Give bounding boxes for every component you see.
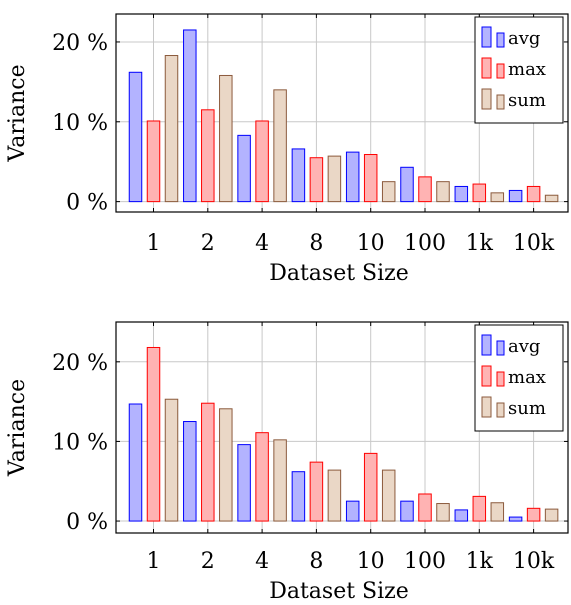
bar-avg-10 — [345, 500, 360, 522]
x-tick-label: 2 — [201, 549, 215, 574]
y-axis-label: Variance — [5, 64, 30, 162]
y-tick-label: 20 % — [52, 351, 108, 376]
x-tick-label: 10k — [513, 231, 555, 256]
bar-sum-1 — [164, 55, 179, 203]
legend: avg max sum — [474, 16, 564, 124]
bar-avg-10 — [345, 151, 360, 203]
y-tick-label: 0 % — [66, 510, 108, 535]
plot-frame — [115, 13, 569, 213]
bar-sum-10 — [381, 181, 396, 203]
legend-swatch-avg — [496, 32, 505, 48]
bar-sum-10k — [544, 194, 559, 203]
legend-swatch-sum — [496, 402, 505, 418]
bar-max-4 — [255, 432, 269, 522]
bar-max-10k — [526, 507, 541, 522]
y-axis-label: Variance — [5, 379, 30, 477]
x-tick-label: 1 — [147, 549, 161, 574]
bar-avg-10k — [508, 189, 523, 203]
bar-avg-100 — [400, 500, 414, 522]
y-tick-label: 0 % — [66, 191, 108, 216]
bar-avg-1k — [454, 509, 469, 522]
x-axis-label: Dataset Size — [269, 261, 409, 286]
bar-sum-1k — [490, 502, 505, 522]
bar-max-10 — [363, 452, 378, 522]
y-tick-label: 10 % — [52, 111, 108, 136]
bar-avg-4 — [237, 134, 251, 203]
bar-sum-4 — [273, 89, 287, 203]
bar-sum-1k — [490, 192, 505, 203]
bar-max-8 — [309, 461, 324, 522]
x-tick-label: 1k — [466, 231, 494, 256]
bar-sum-100 — [436, 181, 450, 203]
bar-max-1k — [472, 183, 487, 203]
x-tick-label: 8 — [309, 231, 323, 256]
bar-sum-2 — [219, 74, 233, 203]
legend-swatch-sum — [496, 94, 505, 110]
bar-avg-10k — [508, 516, 523, 522]
bar-sum-1 — [164, 398, 179, 522]
x-tick-label: 10k — [513, 549, 555, 574]
legend-swatch-sum — [481, 396, 492, 418]
bar-avg-100 — [400, 166, 414, 203]
legend-swatch-avg — [481, 334, 492, 356]
bar-sum-10k — [544, 508, 559, 522]
legend-label-avg: avg — [508, 28, 540, 49]
legend-swatch-sum — [481, 88, 492, 110]
legend-swatch-max — [496, 371, 505, 387]
y-tick-label: 10 % — [52, 430, 108, 455]
x-tick-label: 4 — [255, 549, 269, 574]
bar-max-4 — [255, 120, 269, 203]
bar-max-10k — [526, 185, 541, 203]
bar-max-1 — [146, 346, 161, 522]
legend: avg max sum — [474, 324, 564, 432]
x-tick-label: 1 — [147, 231, 161, 256]
bar-max-100 — [418, 493, 432, 522]
bar-avg-1 — [128, 71, 143, 203]
legend-swatch-max — [481, 365, 492, 387]
legend-label-max: max — [508, 59, 546, 80]
x-tick-label: 10 — [357, 231, 385, 256]
x-tick-label: 100 — [404, 549, 446, 574]
chart-panel-2: 1 2 4 8 10 100 1k 10k 0 % 10 % 20 % Dataset Size Var… — [5, 321, 569, 604]
bar-avg-4 — [237, 444, 251, 522]
legend-label-avg: avg — [508, 336, 540, 357]
bar-sum-8 — [327, 155, 342, 203]
x-tick-label: 1k — [466, 549, 494, 574]
legend-swatch-max — [481, 57, 492, 79]
bar-sum-100 — [436, 503, 450, 522]
bar-avg-1 — [128, 403, 143, 522]
bar-sum-4 — [273, 439, 287, 522]
bar-max-100 — [418, 176, 432, 203]
legend-swatch-avg — [496, 340, 505, 356]
x-tick-label: 10 — [357, 549, 385, 574]
bar-max-1k — [472, 495, 487, 522]
plot-frame — [115, 321, 569, 534]
y-tick-label: 20 % — [52, 31, 108, 56]
bar-avg-8 — [291, 148, 306, 203]
bar-max-2 — [201, 402, 215, 522]
bar-max-10 — [363, 154, 378, 203]
bar-avg-1k — [454, 185, 469, 203]
bar-avg-2 — [183, 421, 197, 522]
bar-avg-8 — [291, 471, 306, 522]
legend-swatch-max — [496, 63, 505, 79]
legend-swatch-avg — [481, 26, 492, 48]
bar-max-8 — [309, 157, 324, 203]
x-tick-label: 100 — [404, 231, 446, 256]
bar-sum-10 — [381, 469, 396, 522]
bar-max-2 — [201, 109, 215, 203]
bar-max-1 — [146, 120, 161, 203]
chart-panel-1: 1 2 4 8 10 100 1k 10k 0 % 10 % 20 % Dataset Size Var… — [5, 13, 569, 286]
x-tick-label: 4 — [255, 231, 269, 256]
bar-avg-2 — [183, 29, 197, 203]
legend-label-sum: sum — [508, 90, 546, 111]
x-tick-label: 2 — [201, 231, 215, 256]
bar-sum-8 — [327, 469, 342, 522]
legend-label-sum: sum — [508, 398, 546, 419]
x-axis-label: Dataset Size — [269, 579, 409, 604]
x-tick-label: 8 — [309, 549, 323, 574]
bar-sum-2 — [219, 408, 233, 522]
legend-label-max: max — [508, 367, 546, 388]
